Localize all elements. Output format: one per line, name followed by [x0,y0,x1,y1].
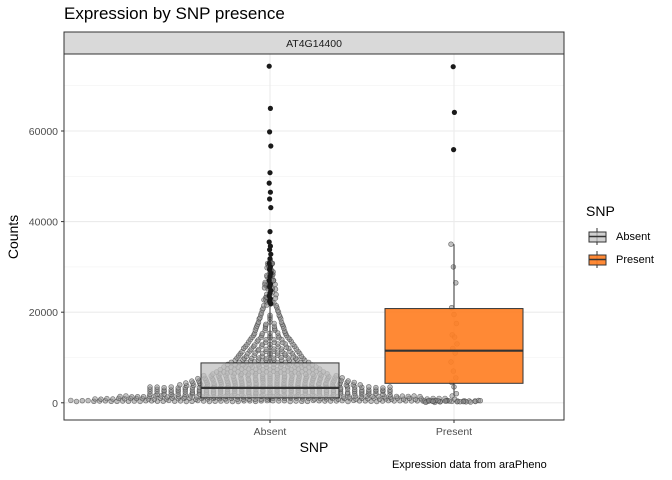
panel-border [63,53,565,421]
legend-title: SNP [586,203,615,219]
absent-outlier [267,196,273,202]
absent-point [273,291,279,298]
absent-outlier [266,63,272,69]
absent-box [200,362,340,399]
absent-point [256,346,262,353]
absent-point [263,321,269,327]
y-axis-label: Counts [5,215,21,259]
absent-point [263,355,269,362]
absent-point [373,384,379,391]
absent-point [110,396,116,402]
absent-point [68,397,74,404]
absent-point [189,378,195,384]
absent-point [357,382,363,388]
absent-point [98,396,104,402]
absent-point [345,378,351,384]
absent-outlier [267,189,273,195]
absent-point [161,385,167,391]
absent-point [417,393,423,400]
absent-point [147,384,153,390]
absent-point [405,393,411,400]
present-point [467,399,474,405]
absent-outlier [268,143,274,149]
present-point [450,264,457,270]
boxes [200,244,524,403]
x-tick-label: Present [436,426,472,438]
present-outlier [451,147,457,153]
present-box [384,308,524,384]
absent-outlier [267,105,273,111]
absent-point [117,393,123,400]
panel-frame: AT4G14400 [63,31,565,421]
absent-point [393,393,400,400]
absent-point [387,384,393,390]
absent-point [140,394,147,400]
y-tick-label: 20000 [29,307,58,319]
absent-outlier [266,239,272,245]
absent-point [134,394,141,400]
chart-title: Expression by SNP presence [64,4,285,23]
legend-label: Absent [616,231,650,243]
absent-point [79,398,86,404]
absent-point [271,355,277,361]
absent-outlier [267,129,273,135]
y-tick-label: 40000 [29,217,58,229]
absent-outlier [268,251,274,257]
absent-point [168,384,174,390]
x-axis-label: SNP [300,439,329,455]
present-outlier [451,109,457,115]
present-point [460,398,467,405]
chart-caption: Expression data from araPheno [392,459,547,471]
present-point [453,280,459,286]
absent-outlier [267,247,273,253]
absent-point [195,375,201,382]
absent-outlier [267,256,273,262]
legend-entry: Absent [588,228,650,245]
absent-point [340,394,347,400]
present-point [448,241,454,247]
absent-point [366,384,372,390]
absent-outlier [268,205,274,211]
legend-entry: Present [588,251,654,268]
x-tick-label: Absent [254,426,287,438]
present-point [442,398,448,404]
axes: 0 20000 40000 60000 Absent Present SNP Counts [5,126,472,455]
absent-point [177,382,183,388]
absent-outlier [267,229,273,235]
absent-point [183,380,189,386]
absent-outlier [266,180,272,186]
absent-outlier [267,170,273,176]
facet-label: AT4G14400 [286,38,342,50]
y-tick-label: 0 [52,398,58,410]
outlier-points [266,63,457,307]
absent-point [261,285,268,291]
absent-point [73,398,80,405]
absent-point [129,394,135,400]
absent-point [104,395,110,402]
absent-point [92,396,98,402]
absent-point [351,379,357,386]
absent-outlier [267,273,273,279]
present-point [430,398,436,405]
absent-point [154,384,160,390]
absent-outlier [268,301,274,307]
y-tick-label: 60000 [29,126,58,138]
present-outlier [450,64,456,70]
absent-point [123,393,129,399]
absent-point [399,393,406,399]
absent-point [339,375,345,381]
absent-point [411,393,417,399]
absent-point [380,385,386,391]
absent-point [85,397,91,404]
present-point [477,398,483,404]
legend-label: Present [616,254,654,266]
